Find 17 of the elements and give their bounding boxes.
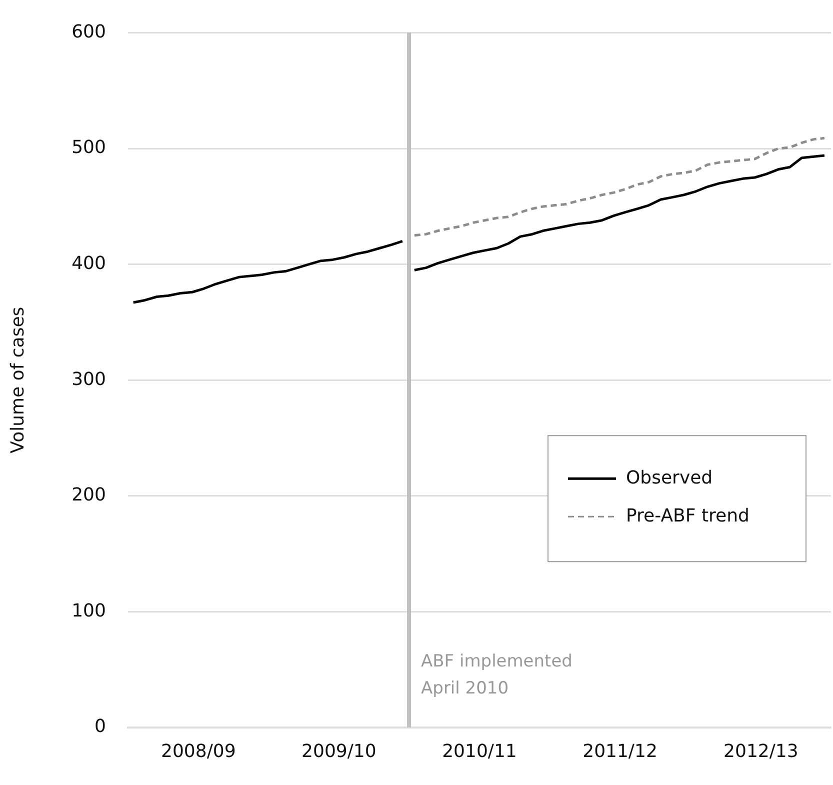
x-tick-label: 2011/12 (582, 740, 658, 762)
legend-label: Pre-ABF trend (626, 505, 750, 526)
y-tick-label: 100 (72, 600, 106, 622)
y-axis-title: Volume of cases (7, 306, 28, 454)
y-tick-label: 600 (72, 21, 106, 42)
y-tick-label: 0 (94, 716, 106, 738)
x-tick-label: 2009/10 (302, 740, 376, 762)
y-tick-label: 300 (72, 368, 106, 390)
x-tick-label: 2010/11 (442, 740, 517, 762)
ref-line-label: ABF implemented April 2010 (421, 651, 572, 698)
x-tick-label: 2012/13 (724, 740, 798, 762)
legend-label: Observed (626, 467, 713, 488)
y-tick-label: 400 (72, 253, 106, 274)
y-tick-label: 200 (72, 484, 106, 506)
y-tick-label: 500 (72, 137, 106, 158)
x-tick-label: 2008/09 (161, 740, 236, 762)
line-series (413, 136, 826, 237)
